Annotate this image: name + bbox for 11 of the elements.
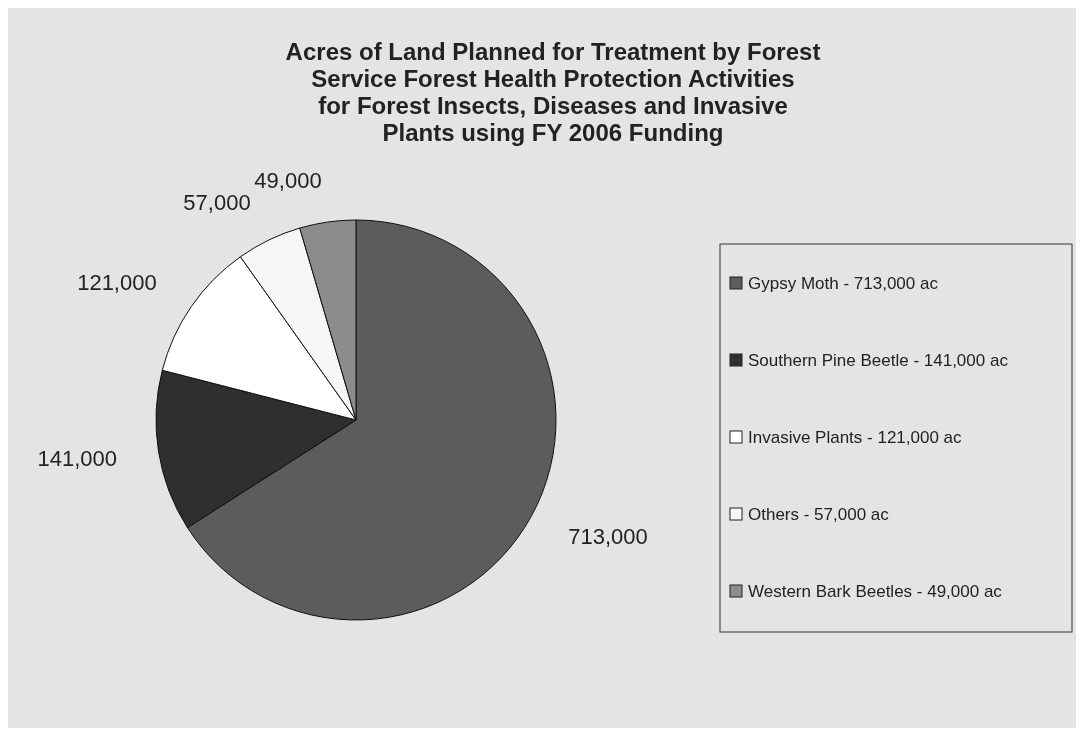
- legend-label: Invasive Plants - 121,000 ac: [748, 427, 963, 447]
- legend-label: Gypsy Moth - 713,000 ac: [748, 273, 939, 293]
- data-label: 121,000: [77, 270, 157, 296]
- data-label: 49,000: [254, 168, 322, 194]
- legend-label: Western Bark Beetles - 49,000 ac: [748, 581, 1003, 601]
- data-label: 57,000: [183, 189, 251, 215]
- chart-title: Acres of Land Planned for Treatment by Forest Service Forest Health Protection Activities for Forest Insects, Diseases and Invasive Plants using FY 2006 Funding: [285, 38, 821, 146]
- legend-label: Southern Pine Beetle - 141,000 ac: [748, 350, 1009, 370]
- legend-label: Others - 57,000 ac: [748, 504, 890, 524]
- data-label: 713,000: [568, 524, 648, 549]
- data-label: 141,000: [37, 445, 118, 471]
